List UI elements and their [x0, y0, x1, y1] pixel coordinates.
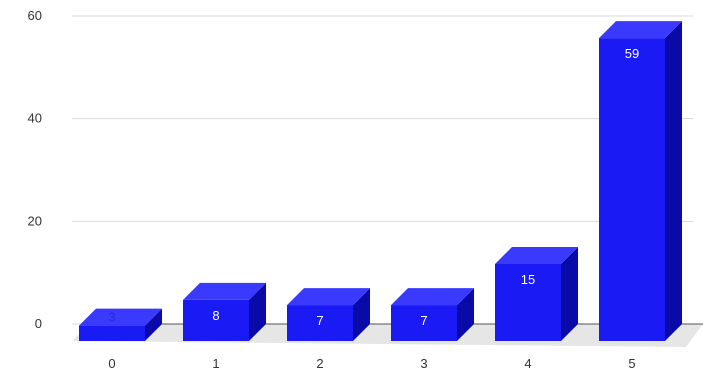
- bar-data-label: 59: [625, 46, 639, 61]
- x-tick-label: 2: [316, 356, 323, 371]
- y-axis-ticks: 0 20 40 60: [28, 8, 42, 331]
- bar: [183, 282, 266, 341]
- bar: [599, 21, 682, 342]
- bar-side: [249, 282, 266, 341]
- bar-data-label: 7: [420, 313, 427, 328]
- bar-top: [599, 21, 682, 39]
- bar-front: [287, 305, 353, 341]
- bar-front: [391, 305, 457, 341]
- bar-side: [665, 21, 682, 342]
- y-tick-label: 0: [35, 316, 42, 331]
- bar-top: [391, 288, 474, 306]
- bar-front: [599, 38, 665, 342]
- x-axis-ticks: 0 1 2 3 4 5: [108, 356, 635, 371]
- bar-side: [561, 247, 578, 341]
- bar: [495, 247, 578, 341]
- bar-data-label: 7: [316, 313, 323, 328]
- bar: [79, 308, 162, 341]
- bar-side: [457, 288, 474, 341]
- bar-top: [79, 308, 162, 326]
- bar-front: [79, 325, 145, 341]
- x-tick-label: 3: [420, 356, 427, 371]
- bar-front: [183, 299, 249, 341]
- bar-data-label: 15: [521, 272, 535, 287]
- x-tick-label: 0: [108, 356, 115, 371]
- bar-front: [495, 264, 561, 341]
- bar-data-label: 8: [212, 308, 219, 323]
- x-tick-label: 5: [628, 356, 635, 371]
- bar-top: [495, 247, 578, 264]
- bars: 3 8 7 7 15 59: [79, 21, 682, 342]
- x-tick-label: 1: [212, 356, 219, 371]
- bar-side: [145, 308, 162, 341]
- bar: [287, 288, 370, 341]
- bar-side: [353, 288, 370, 341]
- bar-data-label: 3: [108, 310, 115, 325]
- y-tick-label: 60: [28, 8, 42, 23]
- y-tick-label: 40: [28, 111, 42, 126]
- x-tick-label: 4: [524, 356, 531, 371]
- bar-top: [287, 288, 370, 306]
- y-tick-label: 20: [28, 213, 42, 228]
- bar-top: [183, 282, 266, 300]
- bar: [391, 288, 474, 341]
